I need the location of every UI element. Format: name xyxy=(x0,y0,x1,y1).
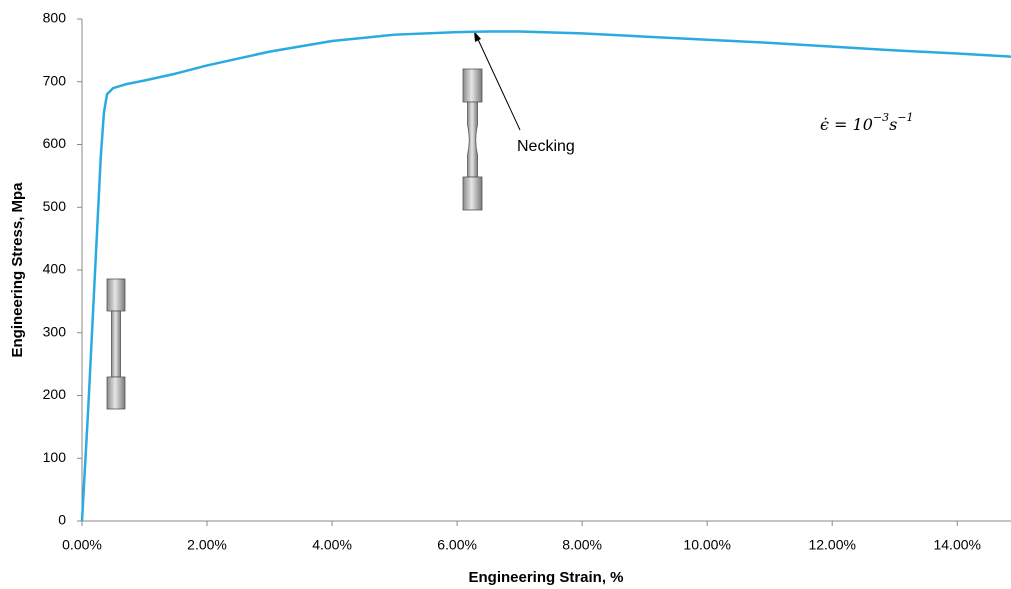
x-axis-title: Engineering Strain, % xyxy=(468,569,623,586)
annotation-arrow xyxy=(475,34,521,131)
formula-part: −1 xyxy=(897,111,913,124)
y-tick-label: 300 xyxy=(43,323,67,339)
y-tick-label: 100 xyxy=(43,449,67,465)
y-axis-title: Engineering Stress, Mpa xyxy=(9,182,26,358)
x-tick-label: 14.00% xyxy=(933,537,980,553)
data-line xyxy=(80,30,1011,522)
formula-part: s xyxy=(889,115,897,134)
x-tick-label: 10.00% xyxy=(683,537,730,553)
formula: ϵ̇ = 10−3s−1 xyxy=(820,111,914,134)
x-tick-label: 4.00% xyxy=(312,537,352,553)
y-tick-label: 200 xyxy=(43,386,67,402)
y-tick-label: 700 xyxy=(43,72,67,88)
x-tick-label: 12.00% xyxy=(808,537,855,553)
specimen-icon xyxy=(106,278,126,410)
x-tick-label: 8.00% xyxy=(562,537,602,553)
formula-part: ϵ̇ = 10 xyxy=(820,115,873,134)
arrow-head xyxy=(474,31,481,42)
y-tick-label: 0 xyxy=(58,512,66,528)
y-tick-label: 400 xyxy=(43,261,67,277)
y-tick-label: 600 xyxy=(43,135,67,151)
x-tick-label: 0.00% xyxy=(62,537,102,553)
formula-part: −3 xyxy=(873,111,889,124)
necked-specimen-icon xyxy=(462,68,483,211)
y-tick-label: 500 xyxy=(43,198,67,214)
x-tick-label: 6.00% xyxy=(437,537,477,553)
annotation: Necking xyxy=(517,138,575,155)
x-tick-label: 2.00% xyxy=(187,537,227,553)
y-tick-label: 800 xyxy=(43,10,67,26)
